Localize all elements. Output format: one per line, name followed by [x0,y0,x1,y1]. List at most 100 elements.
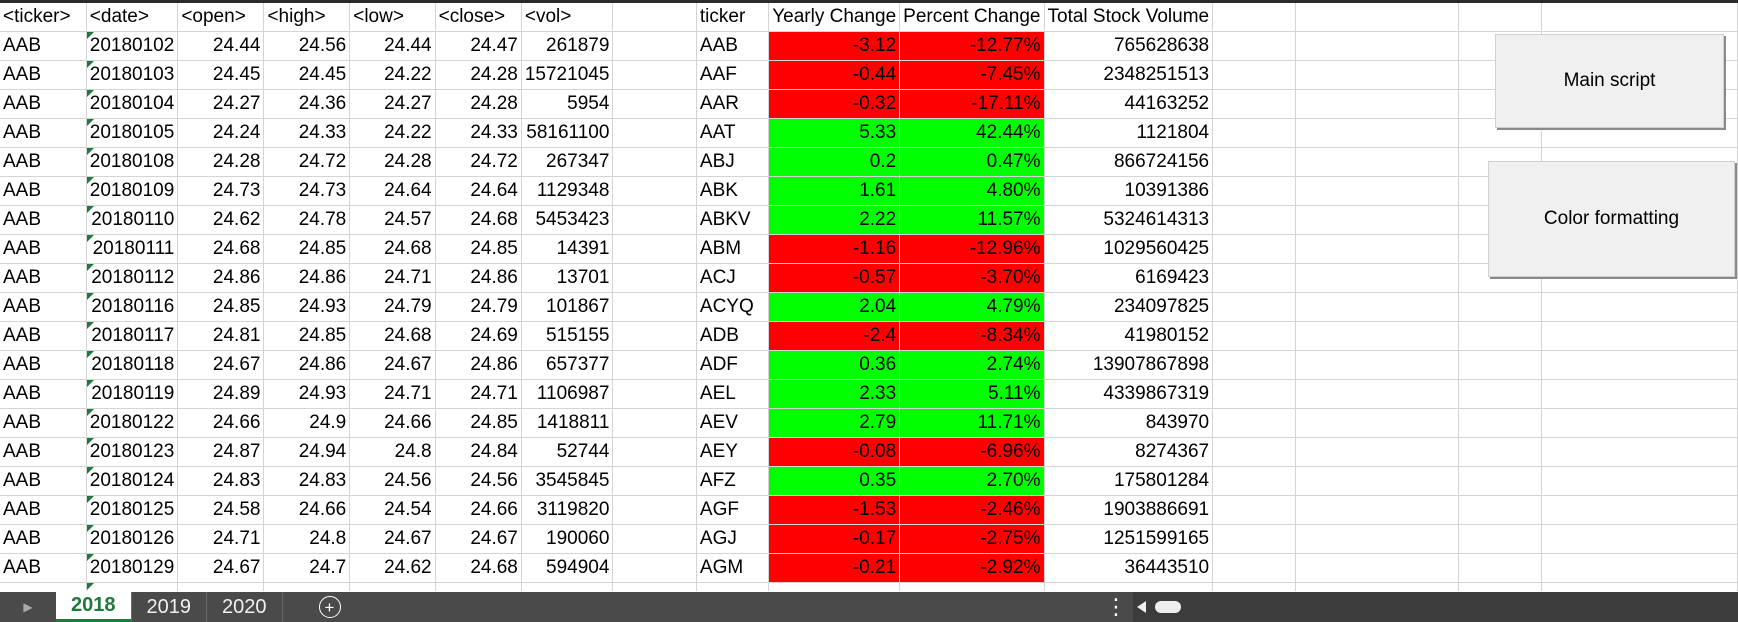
table-cell[interactable]: AGM [696,553,770,583]
table-cell[interactable] [899,582,1045,591]
table-cell[interactable]: 20180112 [86,263,179,293]
table-cell[interactable] [1295,176,1460,206]
table-cell[interactable]: 261879 [521,31,614,61]
table-cell[interactable]: 4.80% [899,176,1045,206]
table-cell[interactable]: 20180123 [86,437,179,467]
table-cell[interactable]: 24.7 [263,553,351,583]
table-cell[interactable]: 24.86 [263,263,351,293]
table-cell[interactable]: ACYQ [696,292,770,322]
table-cell[interactable] [1212,147,1296,177]
table-cell[interactable] [349,582,436,591]
table-cell[interactable] [1212,263,1296,293]
header-cell[interactable] [612,3,697,32]
table-cell[interactable]: 24.84 [435,437,522,467]
table-cell[interactable]: 5.11% [899,379,1045,409]
table-cell[interactable]: 14391 [521,234,614,264]
header-cell[interactable]: <open> [177,3,265,32]
table-cell[interactable]: 267347 [521,147,614,177]
table-cell[interactable]: 20180117 [86,321,179,351]
table-cell[interactable]: 42.44% [899,118,1045,148]
table-cell[interactable]: 24.68 [435,205,522,235]
table-cell[interactable]: 24.83 [263,466,351,496]
header-cell[interactable]: Percent Change [899,3,1045,32]
table-cell[interactable]: 5954 [521,89,614,119]
table-cell[interactable]: -6.96% [899,437,1045,467]
table-cell[interactable]: 24.85 [435,234,522,264]
table-cell[interactable]: 24.67 [177,553,265,583]
table-cell[interactable] [1295,118,1460,148]
table-cell[interactable]: 24.73 [263,176,351,206]
table-cell[interactable]: AGJ [696,524,770,554]
table-cell[interactable] [1295,147,1460,177]
table-cell[interactable]: 24.68 [349,321,436,351]
table-cell[interactable]: AAB [0,147,87,177]
table-cell[interactable]: 515155 [521,321,614,351]
table-cell[interactable] [1212,205,1296,235]
table-cell[interactable] [1212,408,1296,438]
table-cell[interactable]: 24.44 [349,31,436,61]
table-cell[interactable]: ADF [696,350,770,380]
table-cell[interactable]: 58161100 [521,118,614,148]
table-cell[interactable]: AAB [0,437,87,467]
table-cell[interactable]: 20180102 [86,31,179,61]
table-cell[interactable] [1295,553,1460,583]
table-cell[interactable]: 24.28 [435,60,522,90]
table-cell[interactable] [612,582,697,591]
table-cell[interactable] [612,60,697,90]
table-cell[interactable]: AAB [0,292,87,322]
table-cell[interactable]: AFZ [696,466,770,496]
table-cell[interactable] [612,147,697,177]
table-cell[interactable]: 20180126 [86,524,179,554]
table-cell[interactable]: AAB [0,89,87,119]
add-sheet-button[interactable]: + [318,592,342,622]
table-cell[interactable]: 1251599165 [1044,524,1214,554]
table-cell[interactable]: 0.2 [768,147,901,177]
table-cell[interactable]: 24.72 [263,147,351,177]
table-cell[interactable]: 24.22 [349,60,436,90]
table-cell[interactable] [1295,379,1460,409]
table-cell[interactable]: 24.68 [177,234,265,264]
table-cell[interactable]: 24.54 [349,495,436,525]
table-cell[interactable] [612,437,697,467]
table-cell[interactable] [1541,495,1738,525]
table-cell[interactable]: 24.86 [435,263,522,293]
table-cell[interactable]: -2.92% [899,553,1045,583]
table-cell[interactable]: 866724156 [1044,147,1214,177]
table-cell[interactable]: 20180103 [86,60,179,90]
table-cell[interactable]: 5453423 [521,205,614,235]
table-cell[interactable] [1541,350,1738,380]
table-cell[interactable]: 0.36 [768,350,901,380]
header-cell[interactable]: <low> [349,3,436,32]
table-cell[interactable]: 24.79 [435,292,522,322]
table-cell[interactable] [612,263,697,293]
table-cell[interactable]: 1029560425 [1044,234,1214,264]
table-cell[interactable]: 24.85 [263,321,351,351]
table-cell[interactable]: 24.86 [263,350,351,380]
table-cell[interactable] [1212,321,1296,351]
table-cell[interactable]: ADB [696,321,770,351]
table-cell[interactable]: 24.86 [435,350,522,380]
header-cell[interactable] [1212,3,1296,32]
table-cell[interactable]: 11.57% [899,205,1045,235]
table-cell[interactable] [1295,350,1460,380]
table-cell[interactable]: 2.70% [899,466,1045,496]
table-cell[interactable]: 24.73 [177,176,265,206]
table-cell[interactable]: 24.79 [349,292,436,322]
table-cell[interactable]: AAB [0,60,87,90]
table-cell[interactable]: 24.56 [263,31,351,61]
table-cell[interactable]: 20180104 [86,89,179,119]
header-cell[interactable]: Total Stock Volume [1044,3,1214,32]
table-cell[interactable]: 24.44 [177,31,265,61]
table-cell[interactable] [1212,31,1296,61]
table-cell[interactable]: -0.44 [768,60,901,90]
table-cell[interactable]: 24.71 [177,524,265,554]
table-cell[interactable] [1212,524,1296,554]
table-cell[interactable]: -2.4 [768,321,901,351]
table-cell[interactable]: 20180111 [86,234,179,264]
table-cell[interactable]: AEL [696,379,770,409]
table-cell[interactable]: AAB [0,118,87,148]
table-cell[interactable]: 20180108 [86,147,179,177]
table-cell[interactable] [1295,437,1460,467]
table-cell[interactable]: 20180125 [86,495,179,525]
table-cell[interactable]: AAT [696,118,770,148]
